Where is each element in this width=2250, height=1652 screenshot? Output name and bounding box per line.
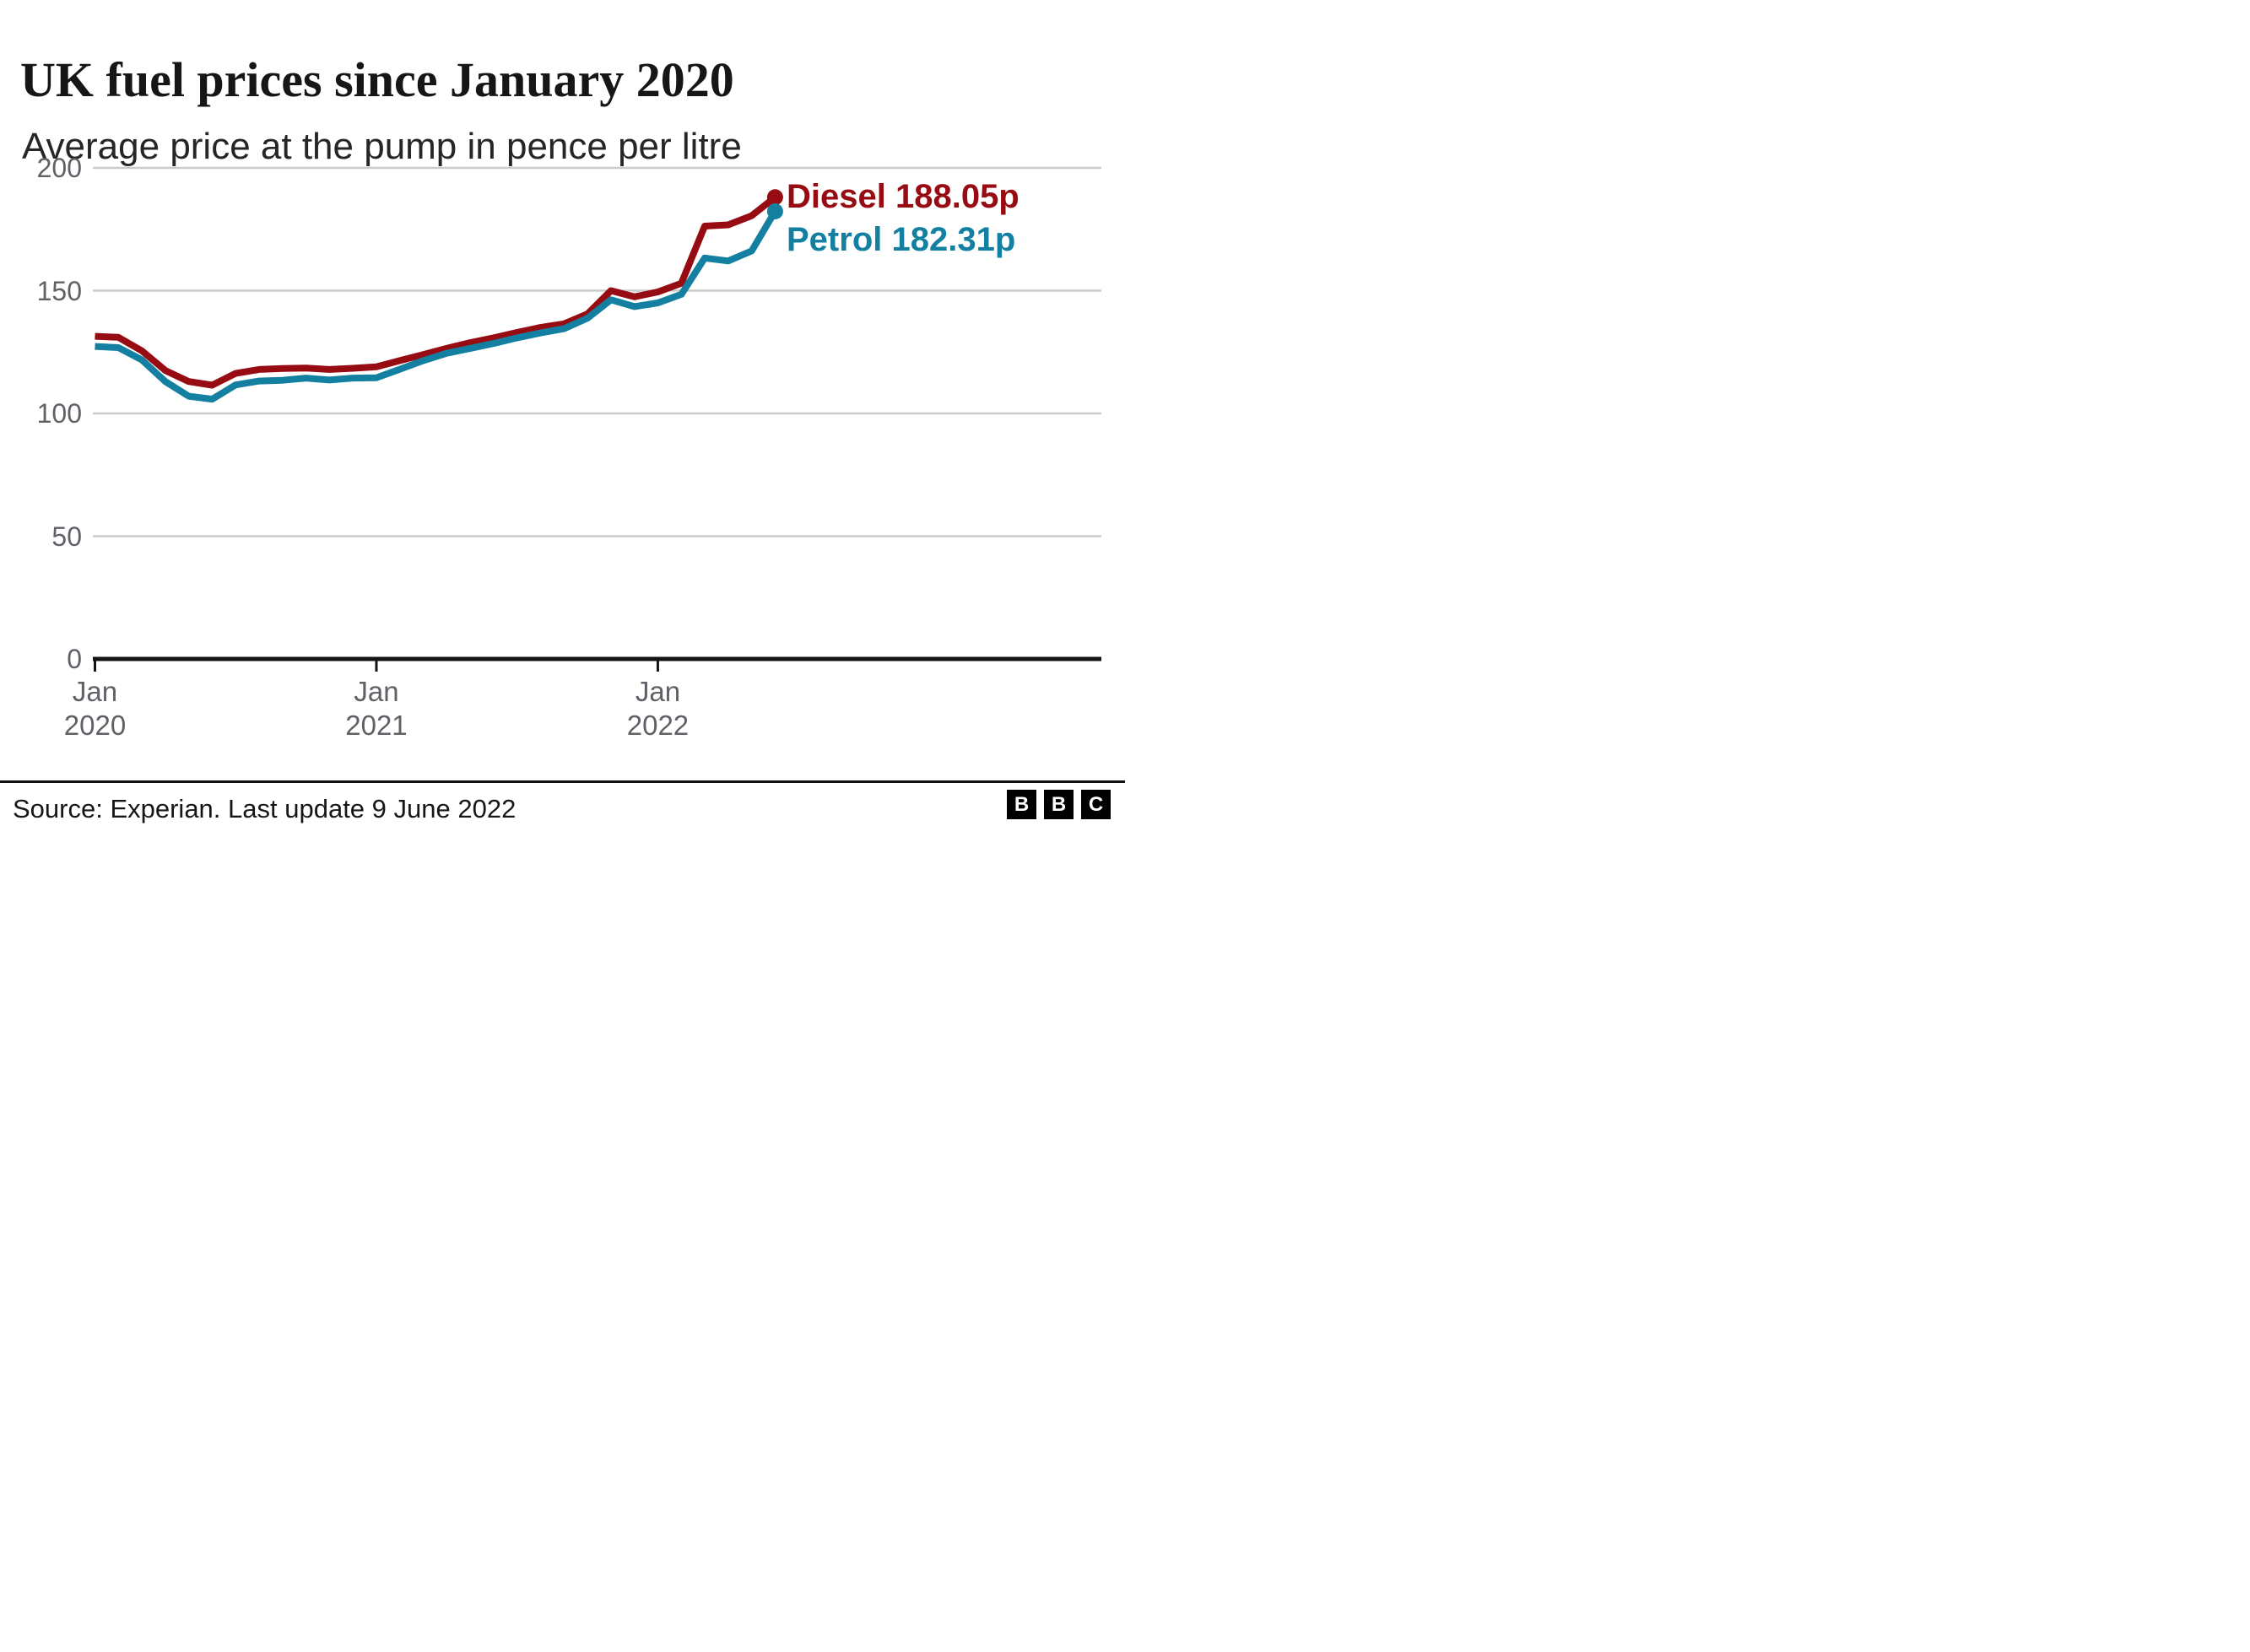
petrol-end-label: Petrol 182.31p [787,221,1016,258]
plot-area [93,166,1101,672]
y-axis-label-50: 50 [51,521,82,552]
end-dot-diesel [766,189,783,206]
y-axis-label-100: 100 [36,398,82,429]
source-text: Source: Experian. Last update 9 June 202… [13,794,517,823]
y-axis-label-0: 0 [67,644,82,674]
bbc-logo-block-1: B [1007,790,1036,819]
end-dot-petrol [766,202,783,219]
line-diesel [95,194,777,389]
bbc-logo-block-3: C [1081,790,1111,819]
x-axis-label-2020: Jan 2020 [63,676,127,742]
chart-card: { "header": { "title": "UK fuel prices s… [0,0,1125,826]
y-axis-label-200: 200 [36,153,82,183]
y-axis-label-150: 150 [36,275,82,306]
x-axis-label-2021: Jan 2021 [345,676,408,742]
line-petrol [95,209,778,403]
chart-subtitle: Average price at the pump in pence per l… [22,126,742,167]
x-axis-label-2022: Jan 2022 [626,676,690,742]
bbc-logo-block-2: B [1044,790,1074,819]
diesel-end-label: Diesel 188.05p [787,178,1020,215]
footer-divider [0,780,1125,783]
chart-title: UK fuel prices since January 2020 [20,51,734,107]
